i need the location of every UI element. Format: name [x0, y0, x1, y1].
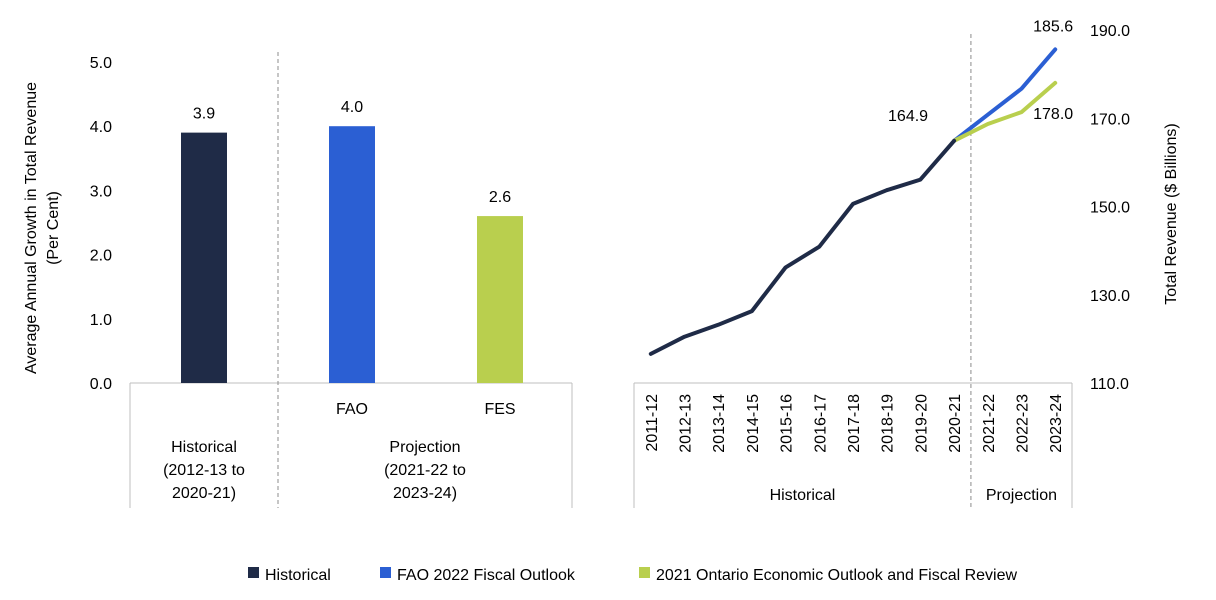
- y-tick-label: 0.0: [90, 376, 112, 393]
- bar-category-label: FES: [484, 401, 515, 418]
- y-tick-label: 3.0: [90, 183, 112, 200]
- y-tick-label: 1.0: [90, 312, 112, 329]
- x-tick-label: 2014-15: [745, 394, 762, 453]
- y-axis-title: (Per Cent): [45, 191, 62, 265]
- legend-label: Historical: [265, 567, 331, 584]
- bar-2: [329, 126, 375, 383]
- y-tick-label: 150.0: [1090, 200, 1130, 217]
- y-tick-label: 110.0: [1090, 376, 1129, 393]
- x-tick-label: 2012-13: [678, 394, 695, 453]
- legend-swatch: [248, 567, 259, 578]
- y-tick-label: 170.0: [1090, 111, 1130, 128]
- bar-3: [477, 216, 523, 383]
- x-tick-label: 2022-23: [1014, 394, 1031, 453]
- x-tick-label: 2011-12: [644, 394, 661, 452]
- x-tick-label: 2023-24: [1048, 394, 1065, 453]
- group-label: Projection: [389, 439, 460, 456]
- data-label: 178.0: [1033, 106, 1073, 123]
- bar-category-label: FAO: [336, 401, 368, 418]
- x-tick-label: 2013-14: [711, 394, 728, 453]
- group-label: 2023-24): [393, 485, 457, 502]
- y-tick-label: 5.0: [90, 55, 112, 72]
- series-line-2: [952, 47, 1058, 143]
- x-tick-label: 2016-17: [812, 394, 829, 453]
- series-line-3: [952, 80, 1058, 143]
- data-label: 164.9: [888, 108, 928, 125]
- group-label: (2021-22 to: [384, 462, 466, 479]
- x-tick-label: 2018-19: [880, 394, 897, 453]
- x-tick-label: 2020-21: [947, 394, 964, 453]
- x-tick-label: 2021-22: [981, 394, 998, 453]
- line-chart: 110.0 130.0 150.0 170.0 190.0 Total Revenue (…: [633, 18, 1180, 508]
- x-tick-label: 2017-18: [846, 394, 863, 453]
- legend-swatch: [380, 567, 391, 578]
- series-line-1: [648, 138, 957, 356]
- legend-swatch: [639, 567, 650, 578]
- y-tick-label: 4.0: [90, 119, 112, 136]
- y-tick-label: 2.0: [90, 248, 112, 265]
- group-label: (2012-13 to: [163, 462, 245, 479]
- y-tick-label: 190.0: [1090, 23, 1130, 40]
- bar-chart: 0.0 1.0 2.0 3.0 4.0 5.0 3.9 4.0 FAO 2.6 FES Histori…: [23, 52, 573, 508]
- bar-value-label: 3.9: [193, 106, 215, 123]
- group-label: Historical: [171, 439, 237, 456]
- y-axis-title: Total Revenue ($ Billions): [1163, 123, 1180, 304]
- y-axis-title: Average Annual Growth in Total Revenue: [23, 82, 40, 374]
- y-tick-label: 130.0: [1090, 288, 1130, 305]
- bar-value-label: 4.0: [341, 99, 363, 116]
- data-label: 185.6: [1033, 18, 1073, 35]
- x-tick-label: 2015-16: [779, 394, 796, 453]
- legend-label: FAO 2022 Fiscal Outlook: [397, 567, 576, 584]
- bar-value-label: 2.6: [489, 189, 511, 206]
- legend-label: 2021 Ontario Economic Outlook and Fiscal…: [656, 567, 1018, 584]
- group-label: Projection: [986, 487, 1057, 504]
- bar-1: [181, 132, 227, 383]
- legend: Historical FAO 2022 Fiscal Outlook 2021 On…: [248, 567, 1018, 584]
- x-tick-label: 2019-20: [913, 394, 930, 453]
- group-label: 2020-21): [172, 485, 236, 502]
- group-label: Historical: [770, 487, 836, 504]
